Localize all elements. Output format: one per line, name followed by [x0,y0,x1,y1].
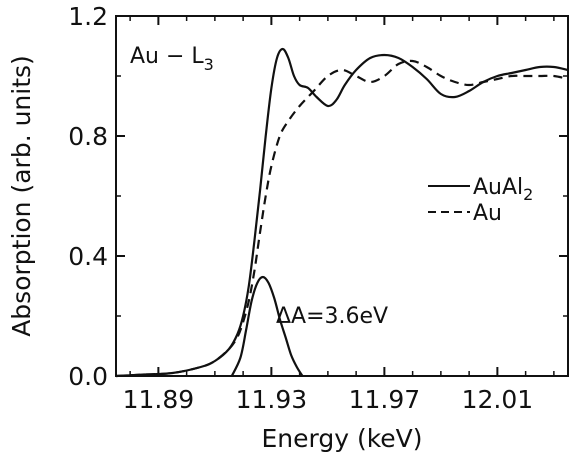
x-tick-label: 11.89 [123,385,195,414]
x-tick-label: 11.93 [236,385,308,414]
series-line-difference [230,275,304,377]
edge-label: Au − L3 [130,44,214,74]
axis-ticks: 11.89 11.93 11.97 12.01 0.0 0.4 0.8 1.2 [68,2,568,414]
legend-label-auai2: AuAl2 [473,175,533,204]
legend-label-auai2-main: AuAl [473,175,523,200]
edge-label-subscript: 3 [204,55,214,74]
x-tick-label: 12.01 [462,385,534,414]
x-tick-label: 11.97 [349,385,421,414]
series-layer [115,47,569,378]
x-axis-title: Energy (keV) [261,424,422,453]
delta-annotation: ΔA=3.6eV [276,304,388,329]
series-line-auai2 [115,47,569,378]
y-tick-label: 0.0 [68,362,108,391]
legend-label-au: Au [473,201,502,226]
y-tick-label: 1.2 [68,2,108,31]
y-tick-label: 0.8 [68,122,108,151]
edge-label-main: Au − L [130,44,204,69]
y-tick-label: 0.4 [68,242,108,271]
y-axis-title: Absorption (arb. units) [7,55,36,337]
legend: AuAl2 Au [428,175,533,226]
series-line-au [115,59,569,378]
legend-label-auai2-subscript: 2 [523,185,533,204]
